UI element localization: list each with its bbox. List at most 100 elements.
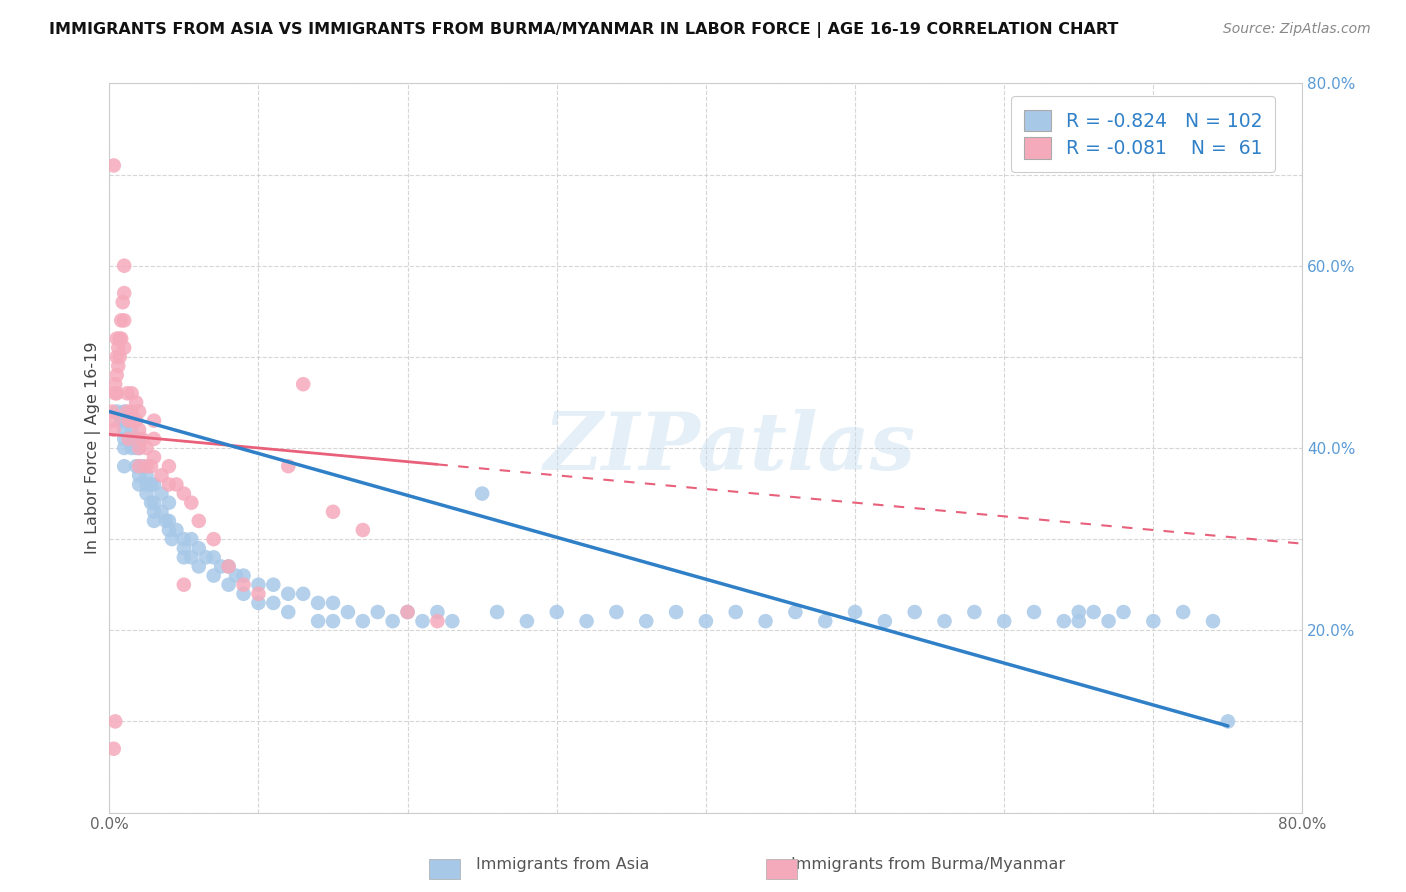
Point — [411, 614, 433, 628]
Point — [112, 432, 135, 446]
Point — [292, 587, 315, 601]
Point — [143, 477, 166, 491]
Point — [471, 486, 494, 500]
Point — [121, 423, 143, 437]
Point — [247, 577, 270, 591]
Point — [125, 414, 148, 428]
Text: IMMIGRANTS FROM ASIA VS IMMIGRANTS FROM BURMA/MYANMAR IN LABOR FORCE | AGE 16-19: IMMIGRANTS FROM ASIA VS IMMIGRANTS FROM … — [49, 22, 1119, 38]
Point — [546, 605, 568, 619]
Point — [112, 459, 135, 474]
Point — [665, 605, 688, 619]
Text: ZIPatlas: ZIPatlas — [544, 409, 915, 487]
Point — [396, 605, 419, 619]
Point — [180, 550, 202, 565]
Point — [150, 468, 173, 483]
Point — [486, 605, 509, 619]
Point — [121, 441, 143, 455]
Point — [139, 459, 162, 474]
Text: Source: ZipAtlas.com: Source: ZipAtlas.com — [1223, 22, 1371, 37]
Point — [262, 596, 284, 610]
Point — [218, 559, 240, 574]
Point — [128, 441, 150, 455]
Point — [128, 423, 150, 437]
Point — [139, 477, 162, 491]
Point — [128, 459, 150, 474]
Point — [108, 350, 131, 364]
Point — [218, 559, 240, 574]
Point — [352, 614, 374, 628]
Point — [218, 577, 240, 591]
Point — [322, 505, 344, 519]
Point — [150, 486, 173, 500]
Point — [1022, 605, 1045, 619]
Point — [125, 441, 148, 455]
Point — [131, 459, 153, 474]
Point — [202, 532, 225, 546]
Point — [157, 514, 180, 528]
Point — [103, 423, 125, 437]
Point — [367, 605, 389, 619]
Point — [107, 341, 129, 355]
Point — [143, 496, 166, 510]
Point — [904, 605, 927, 619]
Point — [396, 605, 419, 619]
Point — [1202, 614, 1225, 628]
Point — [993, 614, 1015, 628]
Point — [143, 414, 166, 428]
Point — [516, 614, 538, 628]
Point — [112, 423, 135, 437]
Point — [128, 468, 150, 483]
Point — [173, 541, 195, 556]
Point — [110, 313, 132, 327]
Point — [844, 605, 866, 619]
Text: Immigrants from Burma/Myanmar: Immigrants from Burma/Myanmar — [792, 857, 1064, 872]
Point — [277, 605, 299, 619]
Point — [187, 514, 209, 528]
Point — [1173, 605, 1195, 619]
Point — [101, 404, 124, 418]
Point — [195, 550, 218, 565]
Point — [292, 377, 315, 392]
Point — [247, 587, 270, 601]
Point — [135, 459, 157, 474]
Point — [426, 614, 449, 628]
Point — [1097, 614, 1119, 628]
Point — [232, 577, 254, 591]
Point — [202, 550, 225, 565]
Point — [135, 441, 157, 455]
Point — [336, 605, 359, 619]
Point — [247, 596, 270, 610]
Point — [112, 414, 135, 428]
Point — [180, 532, 202, 546]
Point — [118, 414, 141, 428]
Point — [115, 404, 138, 418]
Point — [112, 441, 135, 455]
Point — [112, 313, 135, 327]
Point — [104, 714, 127, 729]
Point — [165, 477, 187, 491]
Point — [934, 614, 956, 628]
Point — [1142, 614, 1164, 628]
Point — [307, 614, 329, 628]
Point — [135, 468, 157, 483]
Point — [173, 486, 195, 500]
Point — [139, 496, 162, 510]
Point — [111, 295, 134, 310]
Point — [155, 514, 177, 528]
Point — [381, 614, 404, 628]
Point — [441, 614, 464, 628]
Point — [1216, 714, 1239, 729]
Point — [173, 532, 195, 546]
Point — [1053, 614, 1076, 628]
Point — [157, 523, 180, 537]
Point — [173, 577, 195, 591]
Point — [202, 568, 225, 582]
Point — [125, 459, 148, 474]
Point — [105, 350, 128, 364]
Point — [104, 386, 127, 401]
Point — [105, 332, 128, 346]
Point — [118, 432, 141, 446]
Point — [105, 404, 128, 418]
Point — [225, 568, 247, 582]
Point — [724, 605, 747, 619]
